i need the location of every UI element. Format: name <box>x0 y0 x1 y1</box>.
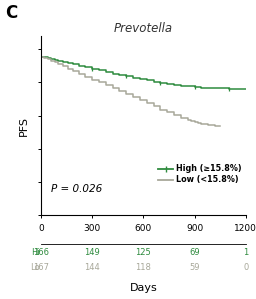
Text: 0: 0 <box>243 263 248 272</box>
Text: 125: 125 <box>135 248 151 257</box>
Text: Days: Days <box>130 283 157 293</box>
Legend: High (≥15.8%), Low (<15.8%): High (≥15.8%), Low (<15.8%) <box>158 164 242 184</box>
Text: 167: 167 <box>33 263 49 272</box>
Text: 118: 118 <box>135 263 151 272</box>
Y-axis label: PFS: PFS <box>18 116 28 135</box>
Text: 149: 149 <box>84 248 100 257</box>
Text: 166: 166 <box>33 248 49 257</box>
Text: 1: 1 <box>243 248 248 257</box>
Text: P = 0.026: P = 0.026 <box>51 184 102 194</box>
Text: 144: 144 <box>84 263 100 272</box>
Title: Prevotella: Prevotella <box>114 22 173 35</box>
Text: 69: 69 <box>189 248 200 257</box>
Text: Hi: Hi <box>31 248 40 257</box>
Text: 59: 59 <box>189 263 200 272</box>
Text: Lo: Lo <box>30 263 40 272</box>
Text: C: C <box>5 4 17 22</box>
